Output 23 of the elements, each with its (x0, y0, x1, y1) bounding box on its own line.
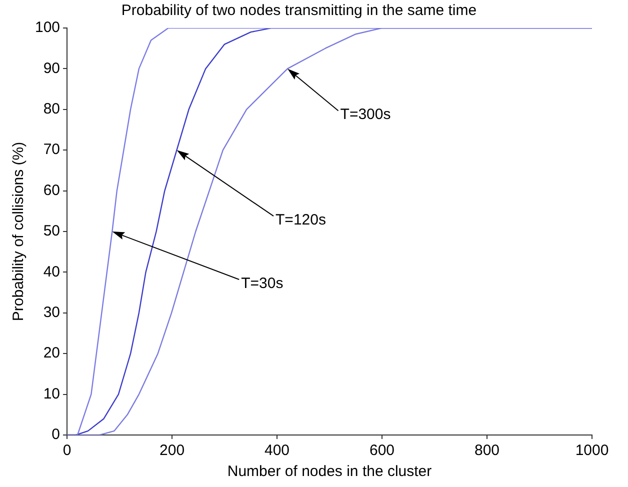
y-tick-label: 40 (43, 263, 60, 280)
annotation: T=300s (340, 106, 391, 124)
annotation: T=120s (276, 212, 326, 229)
y-tick-label: 30 (43, 304, 60, 322)
annotation: T=30s (241, 275, 284, 292)
x-tick-label: 0 (62, 442, 72, 460)
y-axis-title: Probability of collisions (%) (10, 142, 28, 322)
y-tick-label: 60 (43, 182, 60, 199)
y-tick-label: 100 (34, 19, 60, 36)
x-tick-label: 400 (264, 442, 290, 460)
chart-title: Probability of two nodes transmitting in the same time (121, 2, 477, 20)
y-tick-label: 90 (43, 60, 60, 77)
y-tick-label: 0 (52, 426, 60, 444)
y-tick-label: 10 (43, 385, 60, 402)
x-axis-title: Number of nodes in the cluster (227, 463, 432, 480)
y-tick-label: 80 (43, 100, 60, 118)
x-tick-label: 800 (474, 442, 500, 460)
y-tick-label: 20 (43, 344, 60, 362)
y-tick-label: 70 (43, 141, 60, 158)
x-tick-label: 1000 (575, 442, 609, 460)
x-tick-label: 200 (160, 442, 185, 460)
x-tick-label: 600 (369, 442, 395, 460)
y-tick-label: 50 (43, 222, 60, 240)
